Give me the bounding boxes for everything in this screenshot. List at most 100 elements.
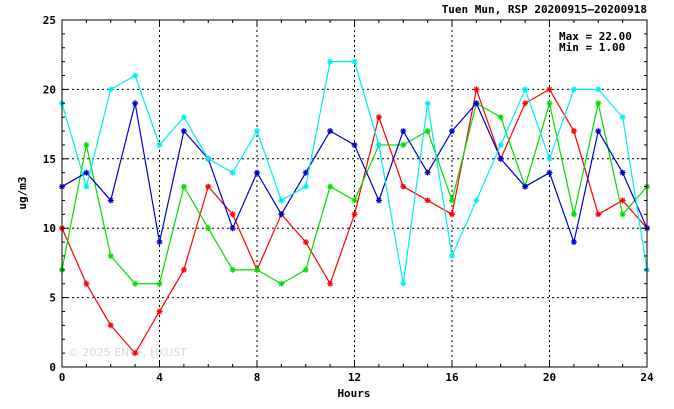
data-point xyxy=(619,197,626,204)
data-point xyxy=(473,197,480,204)
data-point xyxy=(570,211,577,218)
x-tick-label: 20 xyxy=(543,371,556,384)
x-tick-label: 0 xyxy=(59,371,66,384)
data-point xyxy=(546,86,553,93)
data-point xyxy=(180,114,187,121)
watermark-text: © 2025 ENVF, HKUST xyxy=(68,346,187,359)
data-point xyxy=(595,128,602,135)
data-point xyxy=(302,169,309,176)
y-tick-label: 20 xyxy=(43,83,56,96)
data-point xyxy=(107,322,114,329)
data-point xyxy=(156,280,163,287)
data-point xyxy=(595,211,602,218)
data-point xyxy=(351,141,358,148)
data-point xyxy=(156,308,163,315)
data-point xyxy=(83,169,90,176)
data-point xyxy=(619,114,626,121)
data-point xyxy=(302,239,309,246)
x-tick-label: 8 xyxy=(254,371,261,384)
data-point xyxy=(132,72,139,79)
data-point xyxy=(424,128,431,135)
x-tick-label: 12 xyxy=(348,371,361,384)
data-point xyxy=(497,141,504,148)
y-tick-label: 25 xyxy=(43,14,56,27)
data-point xyxy=(595,100,602,107)
data-point xyxy=(180,266,187,273)
data-point xyxy=(449,197,455,204)
data-point xyxy=(595,86,602,93)
data-point xyxy=(351,58,358,65)
x-axis-label: Hours xyxy=(337,387,370,400)
data-point xyxy=(254,128,260,135)
data-point xyxy=(375,197,382,204)
data-point xyxy=(351,197,358,204)
data-point xyxy=(449,128,455,135)
data-point xyxy=(107,86,114,93)
max-label: Max = 22.00 xyxy=(559,30,632,43)
data-point xyxy=(473,100,480,107)
data-point xyxy=(546,155,553,162)
data-series xyxy=(59,58,650,357)
data-point xyxy=(327,58,334,65)
data-point xyxy=(546,169,553,176)
data-point xyxy=(83,280,90,287)
min-label: Min = 1.00 xyxy=(559,41,625,54)
data-point xyxy=(132,100,139,107)
data-point xyxy=(229,169,236,176)
data-point xyxy=(473,86,480,93)
data-point xyxy=(278,280,285,287)
data-point xyxy=(132,350,139,357)
data-point xyxy=(83,183,90,190)
data-point xyxy=(132,280,139,287)
data-point xyxy=(254,169,260,176)
data-point xyxy=(107,252,114,259)
x-tick-label: 4 xyxy=(156,371,163,384)
y-axis-label: ug/m3 xyxy=(16,176,29,209)
axes: 0 4 8 12 16 20 24 0 5 10 15 20 25 xyxy=(43,14,654,384)
data-point xyxy=(205,155,212,162)
data-point xyxy=(375,141,382,148)
data-point xyxy=(229,225,236,232)
data-point xyxy=(254,266,260,273)
data-point xyxy=(424,100,431,107)
data-point xyxy=(522,183,529,190)
data-point xyxy=(522,100,529,107)
data-point xyxy=(156,239,163,246)
grid-lines xyxy=(62,20,647,367)
data-point xyxy=(351,211,358,218)
x-tick-label: 24 xyxy=(640,371,654,384)
data-point xyxy=(327,280,334,287)
data-point xyxy=(522,86,529,93)
data-point xyxy=(205,225,212,232)
data-point xyxy=(327,183,334,190)
data-point xyxy=(180,128,187,135)
data-point xyxy=(375,114,382,121)
data-point xyxy=(278,197,285,204)
data-point xyxy=(107,197,114,204)
y-tick-label: 10 xyxy=(43,222,56,235)
data-point xyxy=(619,211,626,218)
data-point xyxy=(302,183,309,190)
data-point xyxy=(229,266,236,273)
data-point xyxy=(497,114,504,121)
y-tick-label: 5 xyxy=(49,292,56,305)
x-tick-label: 16 xyxy=(445,371,459,384)
data-point xyxy=(180,183,187,190)
data-point xyxy=(400,128,407,135)
data-point xyxy=(205,183,212,190)
data-point xyxy=(400,141,407,148)
data-point xyxy=(400,183,407,190)
data-point xyxy=(449,252,455,259)
data-point xyxy=(400,280,407,287)
plot-frame xyxy=(61,19,648,368)
data-point xyxy=(327,128,334,135)
y-tick-label: 0 xyxy=(49,361,56,374)
data-point xyxy=(156,141,163,148)
chart-title: Tuen Mun, RSP 20200915—20200918 xyxy=(442,3,647,16)
data-point xyxy=(229,211,236,218)
data-point xyxy=(497,155,504,162)
data-point xyxy=(278,211,285,218)
data-point xyxy=(83,141,90,148)
data-point xyxy=(424,169,431,176)
